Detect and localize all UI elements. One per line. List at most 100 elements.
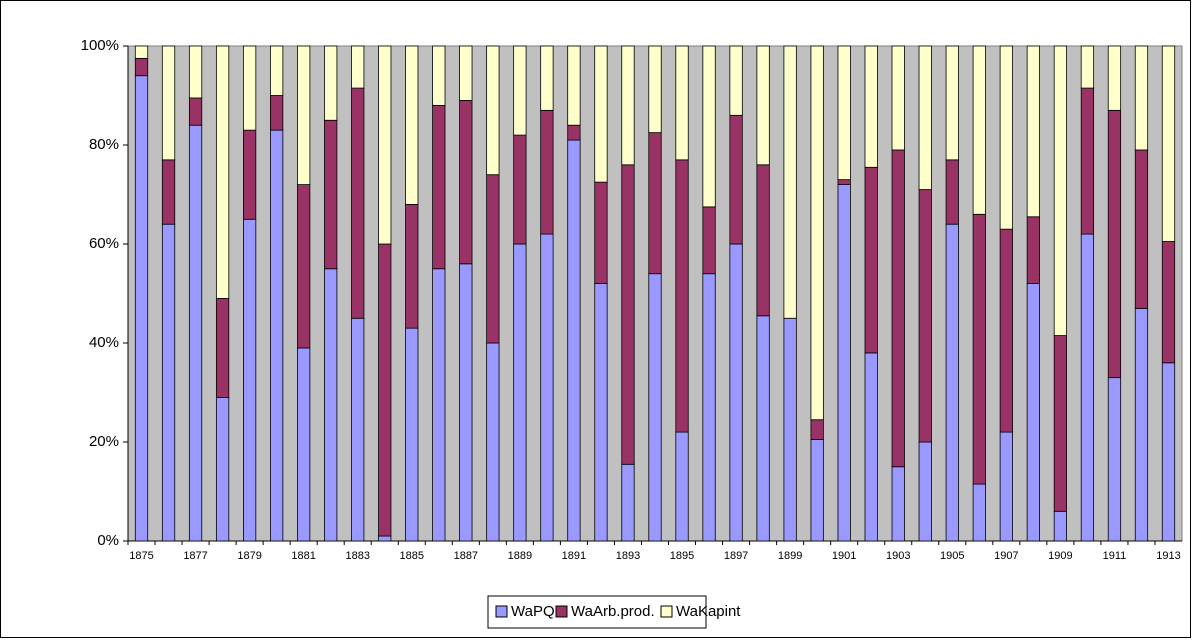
bar-segment [513,45,527,136]
bar-segment [540,45,554,111]
bar-segment [270,129,284,542]
bar-segment [378,243,392,537]
bar-segment [891,45,905,151]
bar-segment [621,45,635,166]
bar-segment [729,114,743,245]
bar-segment [1161,241,1176,364]
bar-segment [1026,45,1040,218]
bar-segment [486,174,500,344]
y-tick-label: 100% [81,37,119,54]
bar-segment [621,164,635,465]
bar-segment [405,45,419,205]
x-tick-label: 1893 [616,550,640,562]
bar-segment [783,317,797,542]
x-tick-label: 1879 [237,550,261,562]
bar-segment [540,233,554,542]
bar-segment [567,139,581,542]
legend-swatch [555,605,568,618]
bar-segment [1107,45,1122,111]
bar-segment [297,45,311,186]
bar-segment [1053,45,1068,336]
bar-segment [270,45,284,96]
bar-segment [1080,87,1095,235]
bar-segment [351,317,365,542]
bar-segment [513,134,527,245]
bar-segment [351,45,365,89]
bar-segment [1161,362,1176,542]
x-tick-label: 1895 [670,550,694,562]
bar-segment [756,164,770,317]
bar-segment [594,45,608,183]
bar-segment [864,352,878,542]
bar-segment [1107,109,1122,379]
bar-segment [864,166,878,354]
bar-segment [621,463,635,542]
y-tick-label: 40% [89,334,119,351]
bar-segment [134,57,149,77]
x-tick-label: 1899 [778,550,802,562]
bar-segment [242,45,257,131]
bar-segment [729,243,743,542]
x-tick-label: 1881 [291,550,315,562]
bar-segment [729,45,743,116]
x-tick-label: 1907 [994,550,1018,562]
legend-label: WaKapint [676,603,741,620]
bar-segment [945,45,959,161]
bar-segment [134,75,149,542]
bar-segment [1053,510,1068,542]
bar-segment [918,45,932,190]
bar-segment [161,159,176,225]
bar-segment [783,45,797,319]
bar-segment [891,149,905,468]
bar-segment [1026,216,1040,284]
x-tick-label: 1913 [1156,550,1180,562]
bar-segment [242,218,257,542]
x-tick-label: 1877 [183,550,207,562]
bar-segment [945,223,959,542]
bar-segment [215,298,230,398]
bar-segment [459,100,473,265]
bar-segment [810,45,824,421]
x-tick-label: 1911 [1103,550,1127,562]
bar-segment [405,327,419,542]
bar-segment [945,159,959,225]
bar-segment [161,45,176,161]
bar-segment [702,206,716,275]
bar-segment [594,181,608,284]
bar-segment [459,263,473,542]
bar-segment [188,124,203,542]
bar-segment [972,45,986,215]
bar-segment [1080,45,1095,89]
bar-segment [297,347,311,542]
bar-segment [540,109,554,235]
bar-segment [432,105,446,270]
bar-segment [1134,45,1149,151]
bar-segment [675,45,689,161]
bar-segment [675,431,689,542]
bar-segment [972,483,986,542]
x-tick-label: 1887 [454,550,478,562]
y-tick-label: 0% [97,532,119,549]
bar-segment [999,228,1013,433]
bar-segment [567,124,581,141]
bar-segment [188,45,203,99]
bar-segment [405,203,419,329]
bar-segment [810,419,824,440]
bar-segment [188,97,203,126]
bar-segment [837,45,851,181]
x-tick-label: 1883 [345,550,369,562]
bar-segment [702,273,716,542]
x-tick-label: 1885 [400,550,424,562]
x-tick-label: 1909 [1048,550,1072,562]
bar-segment [297,184,311,349]
bar-segment [1161,45,1176,242]
bar-segment [999,431,1013,542]
y-tick-label: 60% [89,235,119,252]
bar-segment [1053,335,1068,512]
legend-swatch [495,605,508,618]
x-tick-label: 1901 [832,550,856,562]
bar-segment [242,129,257,220]
legend-label: WaPQ [511,603,555,620]
y-tick-label: 80% [89,136,119,153]
bar-segment [567,45,581,126]
